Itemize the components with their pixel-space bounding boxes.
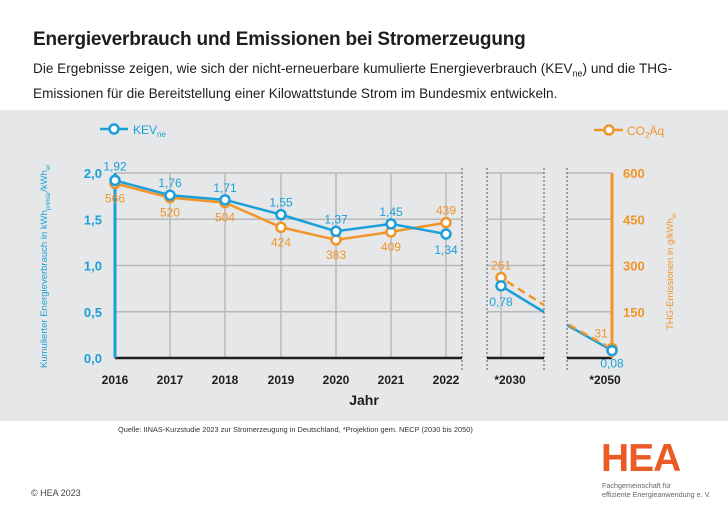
copyright: © HEA 2023 xyxy=(31,488,81,498)
source-note: Quelle: IINAS-Kurzstudie 2023 zur Strome… xyxy=(118,425,473,434)
data-label-co2: 424 xyxy=(271,235,291,249)
data-point-co2 xyxy=(440,216,452,229)
data-label-kev: 1,45 xyxy=(379,205,403,219)
hea-logo-subtitle: Fachgemeinschaft für effiziente Energiean… xyxy=(602,481,711,499)
data-label-kev: 1,71 xyxy=(213,181,237,195)
legend-co2-label-suffix: Äq xyxy=(649,124,664,138)
y-tick-right: 450 xyxy=(623,212,645,227)
y-axis-left-title-part: Kumulierter Energieverbrauch in kWh xyxy=(39,210,50,368)
data-label-kev: 0,78 xyxy=(489,295,513,309)
x-tick-label: 2021 xyxy=(378,373,405,387)
x-tick-label: *2030 xyxy=(494,373,526,387)
y-tick-left: 1,0 xyxy=(84,259,102,274)
x-tick-label: 2017 xyxy=(157,373,184,387)
data-point-kev xyxy=(606,344,618,357)
legend-kev-label-sub: ne xyxy=(157,130,166,139)
x-tick-label: *2050 xyxy=(589,373,621,387)
logo-line-2: effiziente Energieanwendung e. V. xyxy=(602,490,711,499)
data-point-kev xyxy=(275,208,287,221)
chart-subtitle: Die Ergebnisse zeigen, wie sich der nich… xyxy=(33,59,713,103)
y-tick-left: 0,5 xyxy=(84,305,102,320)
subtitle-subscript: ne xyxy=(572,68,583,79)
data-point-kev xyxy=(495,280,507,292)
data-label-kev: 1,34 xyxy=(434,243,458,257)
data-label-kev: 1,55 xyxy=(269,196,293,210)
y-tick-right: 150 xyxy=(623,305,645,320)
legend-kev-label-text: KEV xyxy=(133,123,157,137)
series-projection-co2 xyxy=(506,280,545,307)
legend-co2-label: CO2Äq xyxy=(627,124,664,140)
series-projection-co2 xyxy=(568,323,607,347)
data-point-kev xyxy=(109,174,121,187)
series-projection-kev xyxy=(500,284,545,314)
data-point-kev xyxy=(219,194,231,206)
legend-kev-marker xyxy=(108,123,120,135)
legend-co2-marker xyxy=(603,124,615,136)
data-label-co2: 566 xyxy=(105,191,125,205)
x-tick-label: 2022 xyxy=(433,373,460,387)
logo-line-1: Fachgemeinschaft für xyxy=(602,481,672,490)
legend-kev-label: KEVne xyxy=(133,123,166,139)
data-label-co2: 31 xyxy=(594,326,608,340)
data-label-kev: 0,08 xyxy=(600,357,624,371)
data-label-kev: 1,37 xyxy=(324,212,348,226)
y-axis-left-title-part: primär xyxy=(45,191,52,210)
data-label-kev: 1,76 xyxy=(158,176,182,190)
y-tick-left: 1,5 xyxy=(84,212,102,227)
y-axis-left-title-part: el xyxy=(45,164,52,170)
x-tick-label: 2019 xyxy=(268,373,295,387)
x-axis-title: Jahr xyxy=(349,392,379,408)
data-label-co2: 261 xyxy=(491,259,511,273)
x-tick-label: 2018 xyxy=(212,373,239,387)
y-axis-right-title-part: el xyxy=(671,212,678,218)
data-point-co2 xyxy=(275,221,287,234)
y-axis-right-title: THG-Emissionen in g/kWhel xyxy=(665,212,678,330)
y-tick-left: 2,0 xyxy=(84,166,102,181)
chart-title: Energieverbrauch und Emissionen bei Stro… xyxy=(33,29,526,50)
legend-co2-label-sub: 2 xyxy=(645,131,650,140)
data-point-kev xyxy=(440,228,452,240)
data-label-co2: 409 xyxy=(381,240,401,254)
x-tick-label: 2020 xyxy=(323,373,350,387)
subtitle-text-1: Die Ergebnisse zeigen, wie sich der nich… xyxy=(33,61,573,76)
subtitle-text-2: ) und die THG-Emissionen für die Bereits… xyxy=(33,61,673,101)
legend-co2-label-text: CO xyxy=(627,124,645,138)
y-tick-right: 300 xyxy=(623,259,645,274)
data-point-kev xyxy=(330,225,342,238)
y-tick-right: 600 xyxy=(623,166,645,181)
data-label-kev: 1,92 xyxy=(103,159,127,173)
y-tick-left: 0,0 xyxy=(84,351,102,366)
x-tick-label: 2016 xyxy=(102,373,129,387)
data-label-co2: 439 xyxy=(436,204,456,218)
data-label-co2: 504 xyxy=(215,211,235,225)
data-label-co2: 520 xyxy=(160,206,180,220)
hea-logo: HEA xyxy=(601,437,681,480)
data-label-co2: 383 xyxy=(326,248,346,262)
y-axis-right-title-part: THG-Emissionen in g/kWh xyxy=(665,218,676,330)
y-axis-left-title: Kumulierter Energieverbrauch in kWhprimä… xyxy=(39,164,52,368)
data-point-kev xyxy=(164,189,176,201)
data-point-kev xyxy=(385,218,397,230)
y-axis-left-title-part: /kWh xyxy=(39,170,50,192)
